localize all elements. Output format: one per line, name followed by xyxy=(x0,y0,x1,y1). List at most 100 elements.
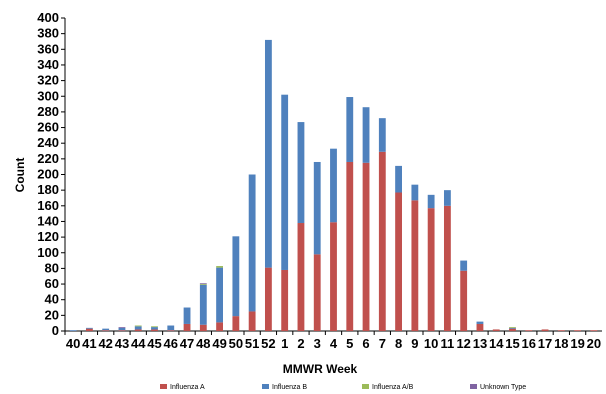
bar-segment xyxy=(248,311,256,331)
x-tick-label: 12 xyxy=(456,336,470,351)
bar-segment xyxy=(427,208,435,331)
bar-segment xyxy=(69,330,77,332)
y-tick-label: 80 xyxy=(45,260,59,275)
bar-segment xyxy=(330,222,337,331)
bar-segment xyxy=(346,97,354,162)
bar-segment xyxy=(281,94,289,270)
bar-segment xyxy=(378,118,386,152)
x-tick-label: 44 xyxy=(131,336,146,351)
bar-segment xyxy=(216,266,223,268)
y-tick-label: 60 xyxy=(45,276,59,291)
legend-swatch xyxy=(362,384,369,389)
bar-segment xyxy=(183,307,191,324)
x-axis-title: MMWR Week xyxy=(283,362,358,376)
x-tick-label: 4 xyxy=(330,336,338,351)
bar-segment xyxy=(199,283,207,285)
legend-swatch xyxy=(470,384,477,389)
bar-segment xyxy=(492,329,500,331)
bar-segment xyxy=(118,327,126,328)
bar-segment xyxy=(443,205,451,331)
x-tick-label: 46 xyxy=(164,336,178,351)
bar-segment xyxy=(313,254,321,331)
x-tick-label: 17 xyxy=(538,336,552,351)
x-tick-label: 14 xyxy=(489,336,504,351)
y-tick-label: 0 xyxy=(52,323,59,338)
bar-segment xyxy=(590,330,598,332)
bar-segment xyxy=(476,321,484,324)
y-tick-label: 220 xyxy=(37,151,59,166)
y-tick-label: 20 xyxy=(45,307,59,322)
bar-segment xyxy=(167,325,175,331)
bar-segment xyxy=(509,327,516,329)
x-tick-label: 50 xyxy=(229,336,243,351)
bar-segment xyxy=(134,329,142,331)
x-tick-label: 13 xyxy=(473,336,487,351)
x-tick-label: 19 xyxy=(570,336,584,351)
legend-label: Influenza A xyxy=(170,384,205,391)
legend-label: Influenza B xyxy=(272,384,307,391)
bar-segment xyxy=(427,194,435,209)
y-tick-label: 160 xyxy=(37,198,59,213)
bar-segment xyxy=(167,330,175,332)
bar-segment xyxy=(264,39,272,268)
legend-label: Influenza A/B xyxy=(372,384,414,391)
y-tick-label: 40 xyxy=(45,292,59,307)
y-tick-label: 320 xyxy=(37,73,59,88)
bar-segment xyxy=(541,329,549,331)
y-tick-label: 120 xyxy=(37,229,59,244)
bar-segment xyxy=(411,184,419,201)
y-tick-label: 360 xyxy=(37,41,59,56)
x-tick-label: 16 xyxy=(522,336,536,351)
bar-segment xyxy=(362,107,370,163)
x-tick-label: 7 xyxy=(379,336,386,351)
bar-segment xyxy=(199,284,207,325)
bar-segment xyxy=(264,267,272,331)
y-tick-label: 200 xyxy=(37,167,59,182)
bar-segment xyxy=(118,327,126,331)
bar-segment xyxy=(151,326,158,328)
x-tick-label: 40 xyxy=(66,336,80,351)
bar-segment xyxy=(395,192,402,331)
bar-segment xyxy=(134,325,142,327)
bars xyxy=(69,39,598,332)
y-axis-title: Count xyxy=(13,158,27,193)
legend-label: Unknown Type xyxy=(480,384,526,391)
x-tick-label: 1 xyxy=(281,336,288,351)
x-tick-label: 11 xyxy=(441,336,455,351)
bar-segment xyxy=(557,330,565,332)
bar-segment xyxy=(85,327,93,329)
bar-segment xyxy=(281,269,289,331)
bar-segment xyxy=(346,161,354,331)
x-tick-label: 49 xyxy=(212,336,226,351)
bar-segment xyxy=(443,190,451,206)
bar-segment xyxy=(460,270,468,331)
y-tick-label: 340 xyxy=(37,57,59,72)
bar-segment xyxy=(102,328,110,331)
x-tick-label: 2 xyxy=(297,336,304,351)
y-tick-label: 300 xyxy=(37,88,59,103)
x-tick-label: 51 xyxy=(245,336,259,351)
y-tick-label: 400 xyxy=(37,10,59,25)
y-tick-label: 180 xyxy=(37,182,59,197)
x-tick-label: 43 xyxy=(115,336,129,351)
x-tick-label: 9 xyxy=(411,336,418,351)
bar-segment xyxy=(118,330,126,332)
bar-segment xyxy=(151,329,158,331)
x-axis: 40 41 42 43 44 45 46 47 48 49 50 51 52 1 2 3 4 5 6 7 8 9 10 11 1… xyxy=(64,330,602,351)
bar-segment xyxy=(362,162,370,331)
y-tick-label: 280 xyxy=(37,104,59,119)
bar-segment xyxy=(248,174,256,312)
x-tick-label: 20 xyxy=(587,336,601,351)
x-tick-label: 3 xyxy=(314,336,321,351)
legend-swatch xyxy=(160,384,167,389)
bar-segment xyxy=(216,267,223,323)
x-tick-label: 8 xyxy=(395,336,402,351)
x-tick-label: 15 xyxy=(505,336,519,351)
bar-segment xyxy=(460,260,468,271)
legend: Influenza A Influenza B Influenza A/B Unkno… xyxy=(160,384,526,391)
x-tick-label: 47 xyxy=(180,336,194,351)
x-tick-label: 5 xyxy=(346,336,353,351)
bar-segment xyxy=(411,200,419,331)
x-tick-label: 45 xyxy=(147,336,161,351)
x-tick-label: 52 xyxy=(261,336,275,351)
